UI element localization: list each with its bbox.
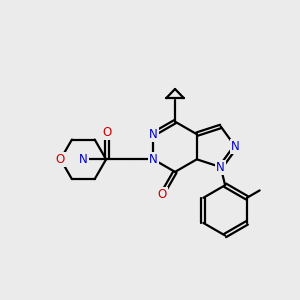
Text: N: N — [149, 153, 158, 166]
Text: N: N — [216, 160, 225, 174]
Text: O: O — [158, 188, 167, 201]
Text: O: O — [56, 153, 65, 166]
Text: N: N — [79, 153, 88, 166]
Text: N: N — [231, 140, 240, 153]
Text: O: O — [102, 126, 111, 139]
Text: N: N — [149, 128, 158, 141]
